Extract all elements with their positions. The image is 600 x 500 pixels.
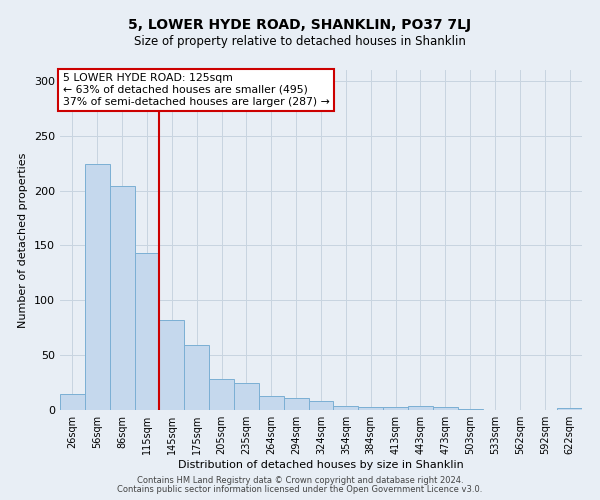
Text: 5, LOWER HYDE ROAD, SHANKLIN, PO37 7LJ: 5, LOWER HYDE ROAD, SHANKLIN, PO37 7LJ xyxy=(128,18,472,32)
Bar xyxy=(234,382,259,410)
Bar xyxy=(557,408,582,410)
Bar xyxy=(184,346,209,410)
Bar xyxy=(433,406,458,410)
Bar xyxy=(209,380,234,410)
Bar xyxy=(458,409,482,410)
Bar xyxy=(110,186,134,410)
Bar xyxy=(383,406,408,410)
Bar xyxy=(334,406,358,410)
Bar xyxy=(85,164,110,410)
Bar xyxy=(160,320,184,410)
Bar xyxy=(284,398,308,410)
Bar xyxy=(358,406,383,410)
Text: Contains public sector information licensed under the Open Government Licence v3: Contains public sector information licen… xyxy=(118,485,482,494)
Bar xyxy=(134,253,160,410)
Text: Size of property relative to detached houses in Shanklin: Size of property relative to detached ho… xyxy=(134,35,466,48)
X-axis label: Distribution of detached houses by size in Shanklin: Distribution of detached houses by size … xyxy=(178,460,464,470)
Y-axis label: Number of detached properties: Number of detached properties xyxy=(19,152,28,328)
Bar xyxy=(259,396,284,410)
Bar xyxy=(308,401,334,410)
Text: Contains HM Land Registry data © Crown copyright and database right 2024.: Contains HM Land Registry data © Crown c… xyxy=(137,476,463,485)
Bar xyxy=(408,406,433,410)
Bar xyxy=(60,394,85,410)
Text: 5 LOWER HYDE ROAD: 125sqm
← 63% of detached houses are smaller (495)
37% of semi: 5 LOWER HYDE ROAD: 125sqm ← 63% of detac… xyxy=(62,74,329,106)
